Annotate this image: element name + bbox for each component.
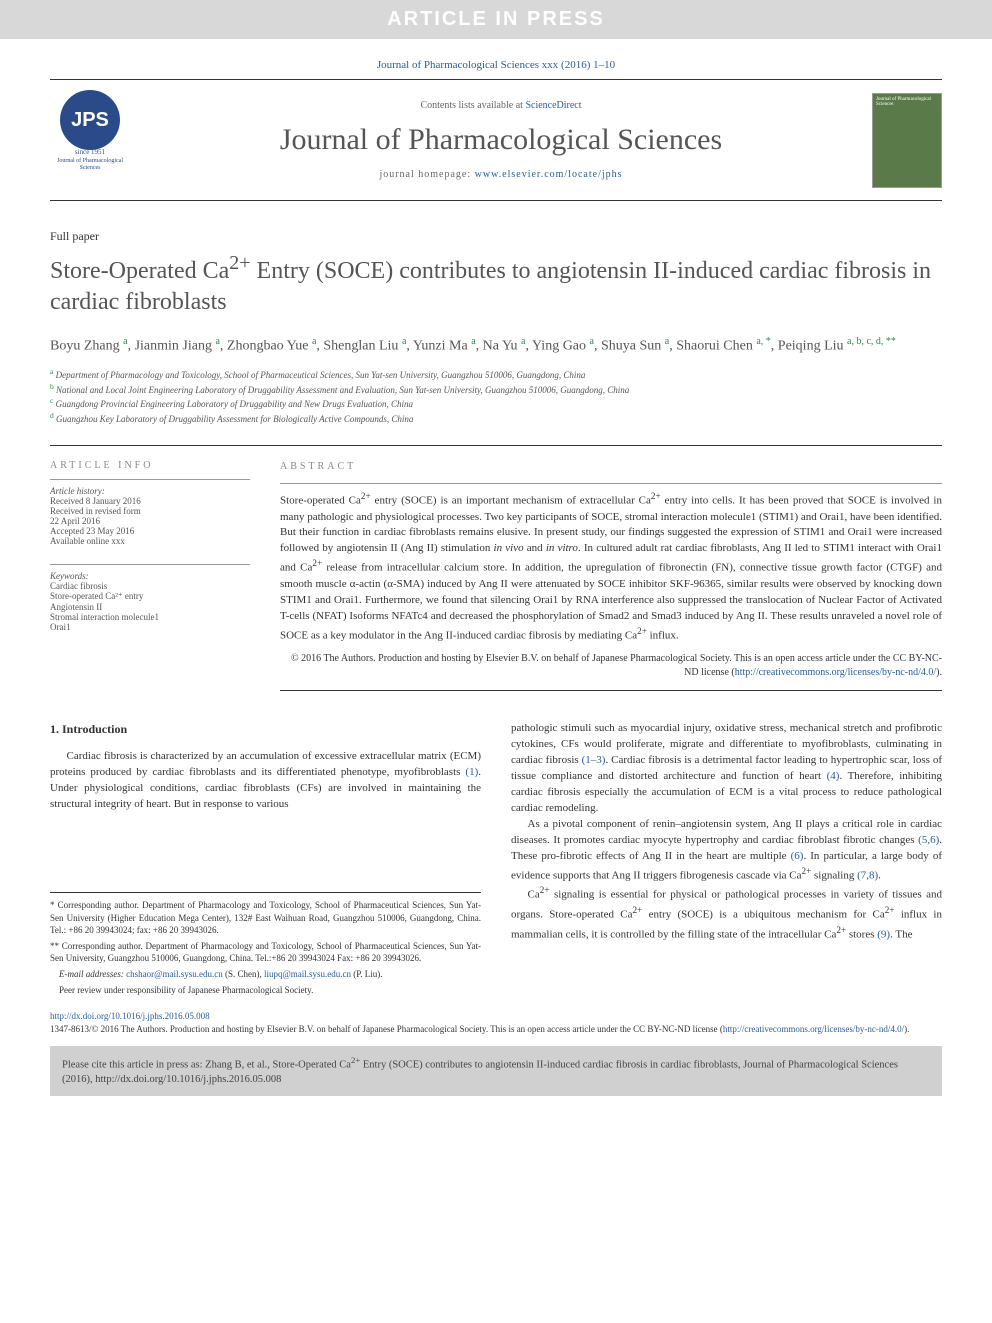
body-paragraph: Cardiac fibrosis is characterized by an …: [50, 749, 481, 813]
affiliation-a: a Department of Pharmacology and Toxicol…: [50, 367, 942, 382]
affiliation-d: d Guangzhou Key Laboratory of Druggabili…: [50, 411, 942, 426]
abstract-rule: [280, 690, 942, 691]
abstract-text: Store-operated Ca2+ entry (SOCE) is an i…: [280, 483, 942, 644]
homepage-prefix: journal homepage:: [379, 169, 474, 180]
history-line: Accepted 23 May 2016: [50, 526, 250, 536]
section-heading: 1. Introduction: [50, 721, 481, 738]
sciencedirect-link[interactable]: ScienceDirect: [525, 100, 581, 111]
abstract-copyright: © 2016 The Authors. Production and hosti…: [280, 652, 942, 680]
email-addresses: E-mail addresses: chshaor@mail.sysu.edu.…: [50, 968, 481, 980]
header-center: Contents lists available at ScienceDirec…: [145, 100, 857, 180]
body-paragraph: As a pivotal component of renin–angioten…: [511, 817, 942, 884]
keywords-label: Keywords:: [50, 571, 250, 581]
page-container: Journal of Pharmacological Sciences xxx …: [0, 39, 992, 1116]
article-in-press-banner: ARTICLE IN PRESS: [0, 0, 992, 39]
affiliations: a Department of Pharmacology and Toxicol…: [50, 367, 942, 425]
article-title: Store-Operated Ca2+ Entry (SOCE) contrib…: [50, 250, 942, 318]
history-label: Article history:: [50, 486, 250, 496]
history-line: Received in revised form: [50, 506, 250, 516]
abstract: ABSTRACT Store-operated Ca2+ entry (SOCE…: [280, 460, 942, 691]
jps-logo-circle: JPS: [60, 90, 120, 150]
citation-header: Journal of Pharmacological Sciences xxx …: [50, 59, 942, 71]
issn-copyright: 1347-8613/© 2016 The Authors. Production…: [50, 1023, 942, 1036]
journal-cover-thumbnail: Journal of Pharmacological Sciences: [872, 93, 942, 188]
contents-prefix: Contents lists available at: [420, 100, 525, 111]
journal-homepage: journal homepage: www.elsevier.com/locat…: [145, 169, 857, 180]
affiliation-c: c Guangdong Provincial Engineering Labor…: [50, 396, 942, 411]
article-info: ARTICLE INFO Article history: Received 8…: [50, 460, 250, 691]
history-line: Available online xxx: [50, 536, 250, 546]
abstract-heading: ABSTRACT: [280, 460, 942, 475]
journal-name: Journal of Pharmacological Sciences: [145, 123, 857, 157]
doi-block: http://dx.doi.org/10.1016/j.jphs.2016.05…: [50, 1010, 942, 1035]
journal-header: JPS since 1951 Journal of Pharmacologica…: [50, 79, 942, 201]
homepage-link[interactable]: www.elsevier.com/locate/jphs: [475, 169, 623, 180]
author-list: Boyu Zhang a, Jianmin Jiang a, Zhongbao …: [50, 334, 942, 357]
article-history: Article history: Received 8 January 2016…: [50, 479, 250, 546]
keyword: Stromal interaction molecule1: [50, 612, 250, 622]
article-type: Full paper: [50, 229, 942, 244]
corresponding-author-1: * Corresponding author. Department of Ph…: [50, 899, 481, 935]
history-line: Received 8 January 2016: [50, 496, 250, 506]
contents-available: Contents lists available at ScienceDirec…: [145, 100, 857, 111]
cover-title: Journal of Pharmacological Sciences: [873, 94, 941, 110]
peer-review-note: Peer review under responsibility of Japa…: [50, 984, 481, 996]
left-column: 1. Introduction Cardiac fibrosis is char…: [50, 721, 481, 996]
history-line: 22 April 2016: [50, 516, 250, 526]
keyword: Angiotensin II: [50, 602, 250, 612]
corresponding-author-2: ** Corresponding author. Department of P…: [50, 940, 481, 964]
body-paragraph: Ca2+ signaling is essential for physical…: [511, 884, 942, 943]
keyword: Store-operated Ca²⁺ entry: [50, 591, 250, 602]
body-columns: 1. Introduction Cardiac fibrosis is char…: [50, 721, 942, 996]
footnotes: * Corresponding author. Department of Ph…: [50, 892, 481, 996]
keywords: Keywords: Cardiac fibrosis Store-operate…: [50, 564, 250, 632]
keyword: Orai1: [50, 622, 250, 632]
cite-this-article-box: Please cite this article in press as: Zh…: [50, 1046, 942, 1096]
info-abstract-row: ARTICLE INFO Article history: Received 8…: [50, 445, 942, 691]
jps-logo: JPS since 1951 Journal of Pharmacologica…: [50, 90, 130, 190]
body-paragraph: pathologic stimuli such as myocardial in…: [511, 721, 942, 817]
right-column: pathologic stimuli such as myocardial in…: [511, 721, 942, 996]
affiliation-b: b National and Local Joint Engineering L…: [50, 382, 942, 397]
jps-logo-subtitle: Journal of Pharmacological Sciences: [50, 158, 130, 171]
keyword: Cardiac fibrosis: [50, 581, 250, 591]
doi-link[interactable]: http://dx.doi.org/10.1016/j.jphs.2016.05…: [50, 1011, 210, 1021]
article-info-heading: ARTICLE INFO: [50, 460, 250, 471]
